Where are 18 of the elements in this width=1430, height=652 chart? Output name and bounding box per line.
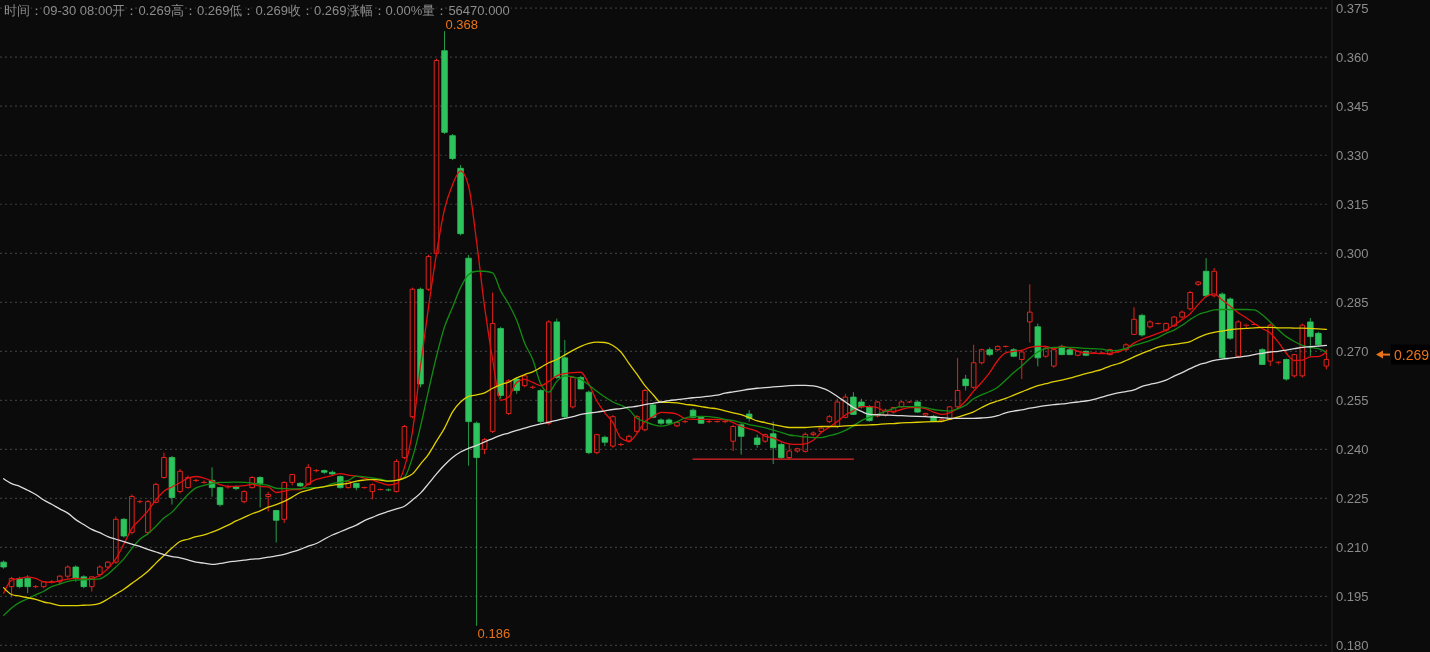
y-tick-label: 0.255 (1336, 392, 1369, 408)
y-tick-label: 0.210 (1336, 539, 1369, 555)
y-tick-label: 0.195 (1336, 588, 1369, 604)
y-tick-label: 0.375 (1336, 0, 1369, 16)
annotation: 0.368 (445, 17, 479, 33)
y-tick-label: 0.300 (1336, 245, 1369, 261)
y-tick-label: 0.225 (1336, 490, 1369, 506)
annotation: 时间：09-30 08:00开：0.269高：0.269低：0.269收：0.269涨幅：0.00%量：56470.000 (4, 3, 510, 18)
y-tick-label: 0.345 (1336, 98, 1369, 114)
annotation: 0.186 (477, 625, 511, 641)
y-tick-label: 0.315 (1336, 196, 1369, 212)
y-tick-label: 0.180 (1336, 637, 1369, 652)
y-tick-label: 0.240 (1336, 441, 1369, 457)
ref-line-label: 0.269 (1394, 346, 1430, 363)
y-tick-label: 0.360 (1336, 49, 1369, 65)
y-tick-label: 0.270 (1336, 343, 1369, 359)
y-tick-label: 0.285 (1336, 294, 1369, 310)
y-tick-label: 0.330 (1336, 147, 1369, 163)
